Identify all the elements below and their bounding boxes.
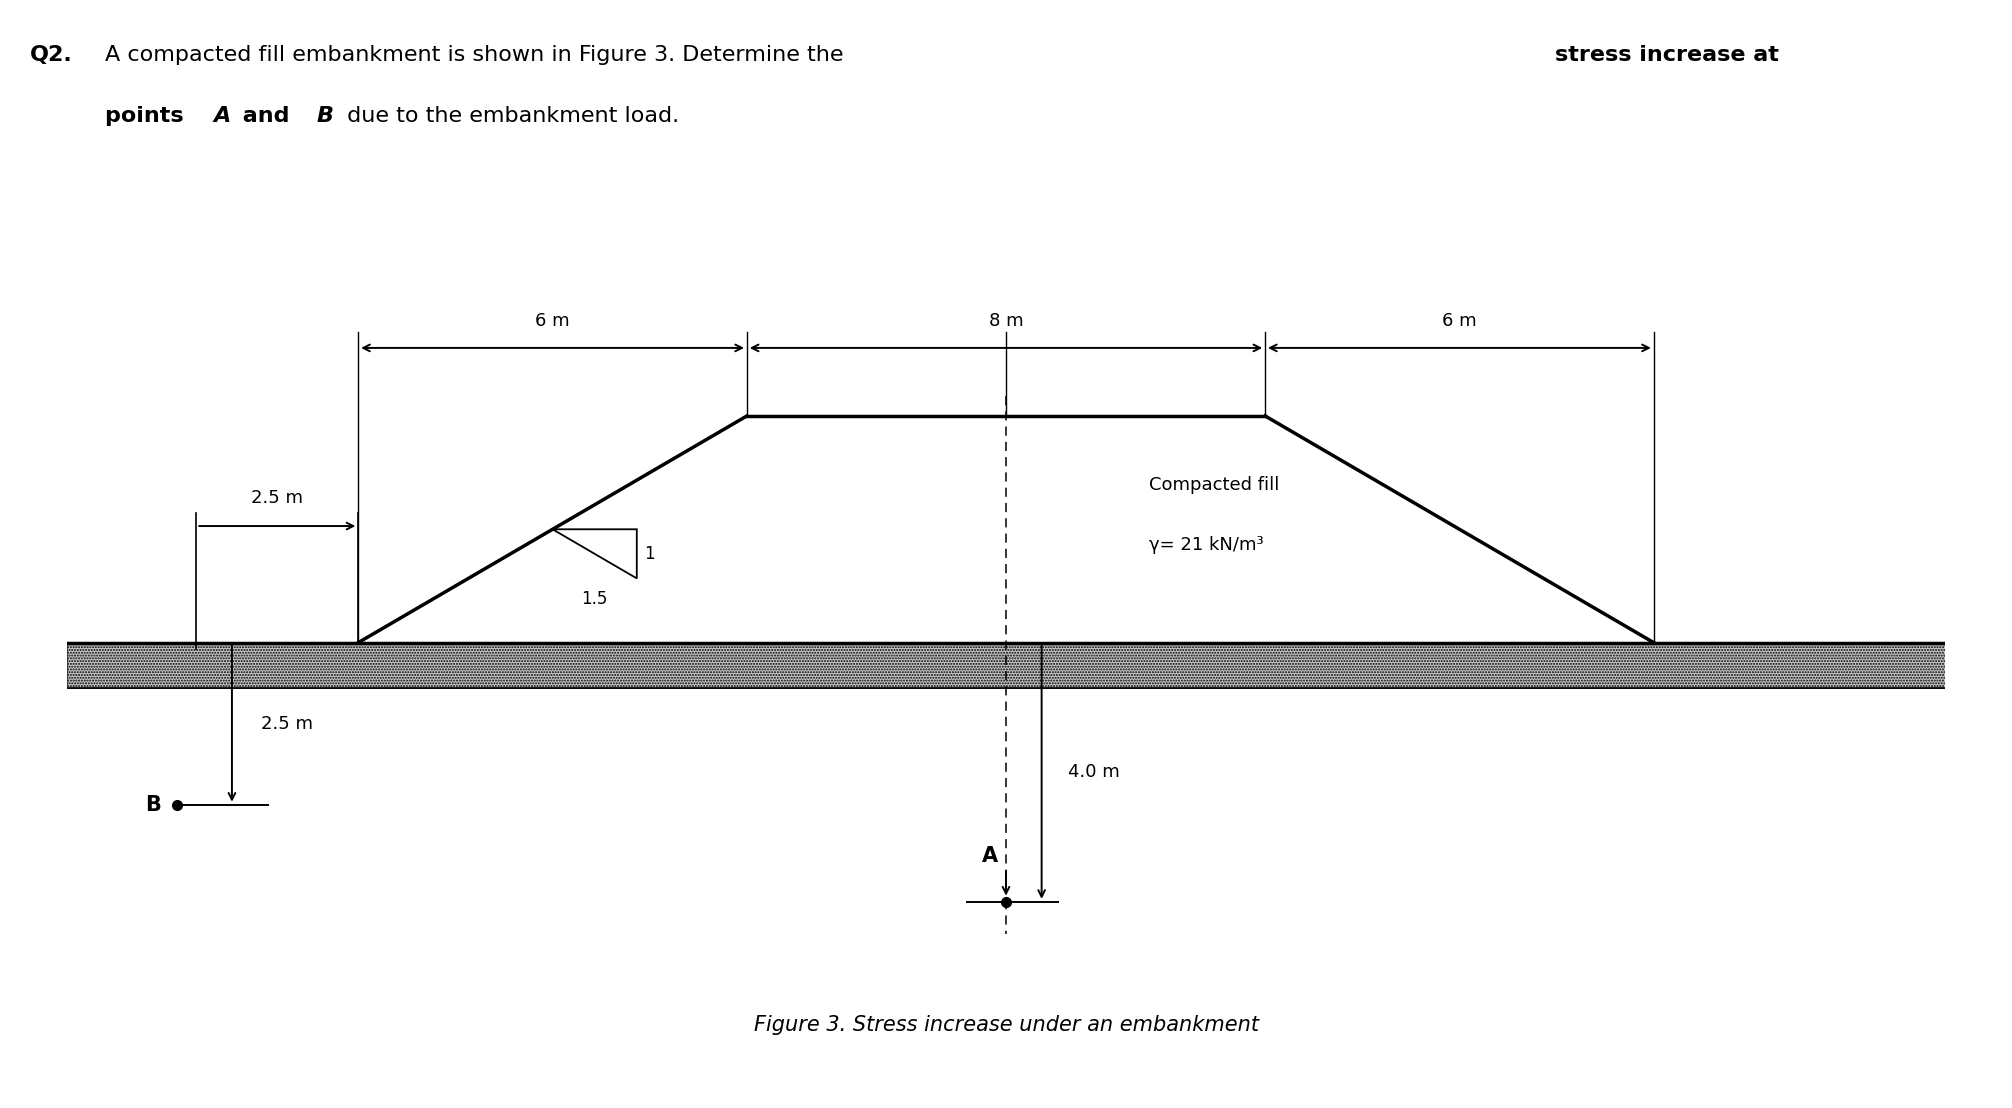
Text: 2.5 m: 2.5 m: [252, 489, 304, 506]
Text: 8 m: 8 m: [988, 311, 1024, 330]
Text: due to the embankment load.: due to the embankment load.: [340, 105, 680, 126]
Text: B: B: [145, 794, 161, 814]
Text: 4.0 m: 4.0 m: [1068, 763, 1119, 781]
Text: Compacted fill: Compacted fill: [1149, 475, 1280, 494]
Text: and: and: [235, 105, 298, 126]
Text: A compacted fill embankment is shown in Figure 3. Determine the: A compacted fill embankment is shown in …: [105, 45, 851, 65]
Text: A: A: [213, 105, 229, 126]
Polygon shape: [66, 643, 1946, 688]
Polygon shape: [358, 416, 1654, 643]
Text: A: A: [982, 847, 998, 866]
Text: points: points: [105, 105, 191, 126]
Text: 6 m: 6 m: [1443, 311, 1477, 330]
Text: stress increase at: stress increase at: [1555, 45, 1779, 65]
Text: B: B: [318, 105, 334, 126]
Text: Q2.: Q2.: [30, 45, 72, 65]
Text: 1.5: 1.5: [581, 591, 608, 608]
Text: 6 m: 6 m: [535, 311, 569, 330]
Text: γ= 21 kN/m³: γ= 21 kN/m³: [1149, 536, 1264, 554]
Text: Figure 3. Stress increase under an embankment: Figure 3. Stress increase under an emban…: [754, 1015, 1258, 1035]
Text: 1: 1: [644, 545, 656, 563]
Text: 2.5 m: 2.5 m: [262, 715, 314, 732]
